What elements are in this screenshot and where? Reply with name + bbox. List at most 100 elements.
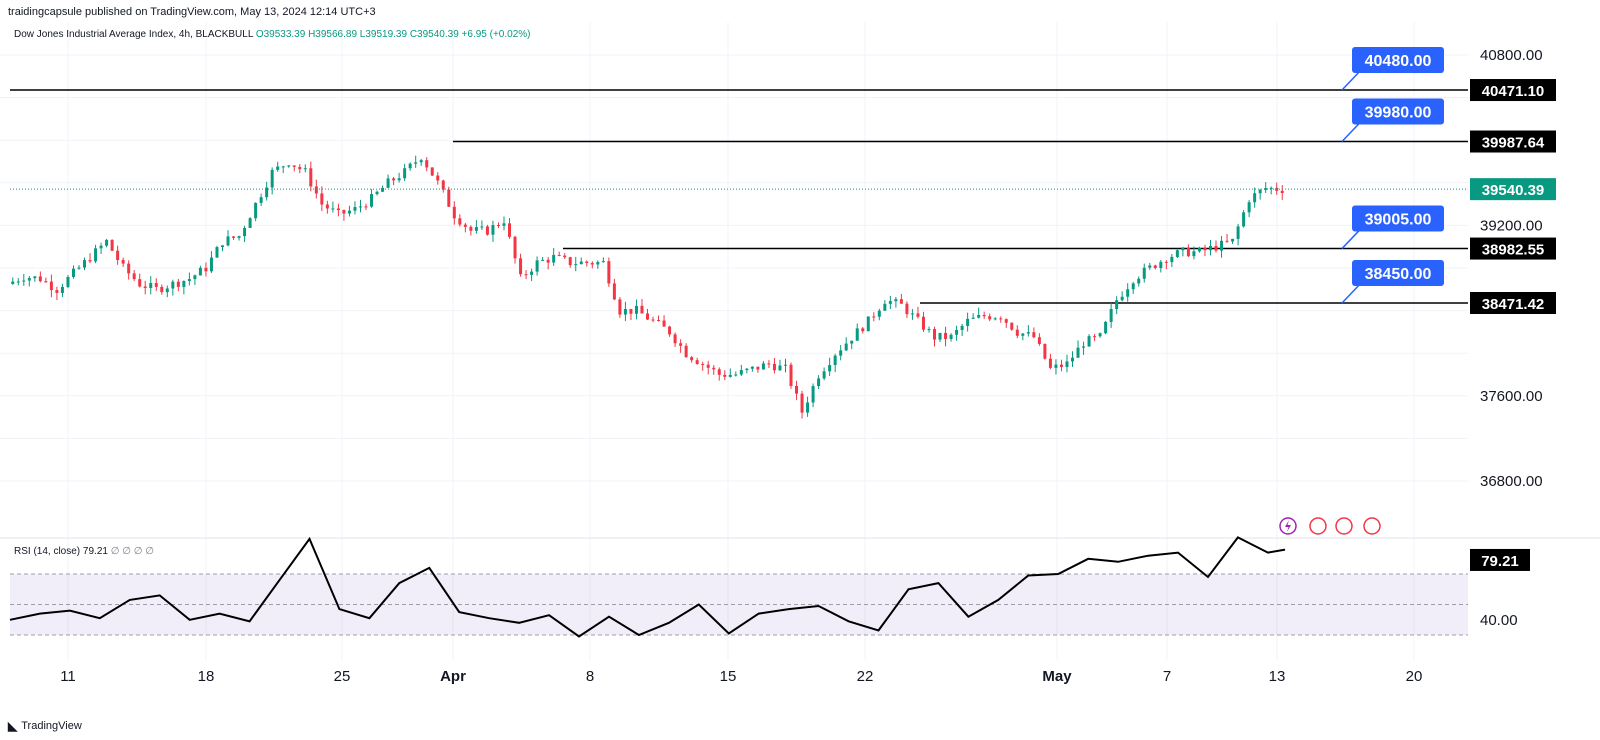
candle — [143, 280, 147, 295]
candle-body — [198, 267, 202, 276]
candle — [71, 265, 75, 279]
footer-brand[interactable]: ◣ TradingView — [8, 719, 82, 733]
candle-body — [524, 274, 528, 276]
candle-body — [1071, 357, 1074, 362]
us-flag-event-icon[interactable] — [1363, 517, 1381, 535]
candle-body — [182, 280, 186, 287]
candle — [375, 190, 379, 196]
price-tick-label: 39200.00 — [1480, 217, 1543, 234]
candle — [723, 370, 727, 381]
candle-body — [1048, 358, 1052, 368]
rsi-legend[interactable]: RSI (14, close) 79.21 ∅ ∅ ∅ ∅ — [14, 546, 154, 557]
target-callout: 40480.00 — [1341, 47, 1444, 91]
candle-body — [546, 259, 550, 263]
candle — [508, 218, 512, 239]
rsi-value-label: 79.21 — [1481, 553, 1519, 570]
candle-body — [276, 166, 280, 170]
candle-body — [1153, 265, 1157, 269]
candle — [1186, 244, 1190, 258]
candle-body — [160, 286, 164, 293]
candle — [1220, 236, 1224, 258]
us-flag-event-icon[interactable] — [1309, 517, 1327, 535]
rsi-line — [9, 536, 1286, 638]
candle — [1208, 240, 1212, 256]
candle — [397, 172, 401, 183]
candle — [1048, 353, 1052, 370]
candle-body — [888, 301, 892, 304]
event-icons[interactable] — [1279, 517, 1381, 535]
time-tick-label: 25 — [334, 668, 351, 685]
candle-body — [458, 218, 462, 225]
time-tick-label: 7 — [1163, 668, 1171, 685]
candle-body — [342, 210, 346, 214]
price-level-badge — [1470, 237, 1556, 260]
candle-body — [977, 314, 981, 318]
candle-body — [1104, 321, 1108, 334]
candle-body — [1059, 364, 1063, 368]
candle-body — [441, 180, 445, 190]
candle-body — [949, 334, 953, 340]
target-badge — [1352, 259, 1444, 286]
candle — [496, 222, 500, 229]
us-flag-event-icon[interactable] — [1335, 517, 1353, 535]
candle — [695, 357, 699, 365]
candle — [176, 279, 180, 292]
candle — [679, 339, 683, 353]
candle — [320, 186, 324, 212]
candle-body — [154, 283, 158, 287]
candle — [1065, 354, 1069, 373]
candle — [1269, 186, 1273, 195]
candle — [55, 286, 59, 301]
candle-body — [563, 255, 567, 258]
candle-body — [248, 218, 252, 228]
candle — [634, 299, 638, 320]
candle-body — [607, 261, 611, 284]
candle-body — [822, 371, 826, 379]
candle-body — [988, 316, 992, 320]
candle — [999, 316, 1003, 323]
candle — [662, 315, 666, 327]
candle — [1004, 318, 1008, 328]
candle-body — [314, 186, 318, 194]
candle — [110, 239, 114, 252]
candle — [1059, 359, 1063, 372]
candle-body — [612, 283, 616, 300]
candle — [138, 273, 142, 288]
candle-body — [861, 328, 865, 332]
candle-body — [77, 267, 81, 269]
candle-body — [419, 160, 423, 163]
candle-body — [60, 286, 64, 293]
candle — [673, 332, 677, 347]
candle-body — [921, 316, 925, 330]
ohlc-values: O39533.39 H39566.89 L39519.39 C39540.39 … — [255, 29, 531, 40]
candle — [281, 165, 285, 174]
candle-body — [1208, 245, 1212, 251]
candle — [1032, 327, 1036, 339]
candle-body — [243, 227, 247, 237]
candle — [259, 193, 263, 207]
target-label: 40480.00 — [1365, 53, 1432, 70]
price-axis[interactable]: 40800.00 39200.00 37600.00 36800.00 — [1480, 47, 1543, 490]
candle — [105, 238, 109, 248]
price-level-label: 40471.10 — [1482, 83, 1545, 100]
candle — [243, 225, 247, 243]
candle — [204, 262, 208, 277]
chart-canvas[interactable]: 40800.00 39200.00 37600.00 36800.00 40471.1… — [0, 22, 1600, 712]
target-badge — [1352, 47, 1444, 74]
candle-body — [662, 320, 666, 327]
candle-body — [187, 279, 191, 281]
candle — [1026, 325, 1030, 337]
candle — [309, 161, 313, 192]
time-tick-label: May — [1042, 668, 1072, 685]
candle — [386, 174, 390, 189]
rsi-pane: 79.21 40.00 — [9, 536, 1530, 638]
candle — [99, 242, 103, 255]
candle-body — [1098, 333, 1102, 337]
candle-body — [132, 273, 136, 280]
candle-body — [347, 210, 351, 214]
symbol-legend[interactable]: Dow Jones Industrial Average Index, 4h, … — [14, 29, 530, 40]
candle — [425, 157, 429, 172]
time-tick-label: 15 — [720, 668, 737, 685]
time-axis[interactable]: 11 18 25 Apr 8 15 22 May 7 13 20 — [60, 668, 1422, 685]
candle-body — [386, 178, 390, 188]
